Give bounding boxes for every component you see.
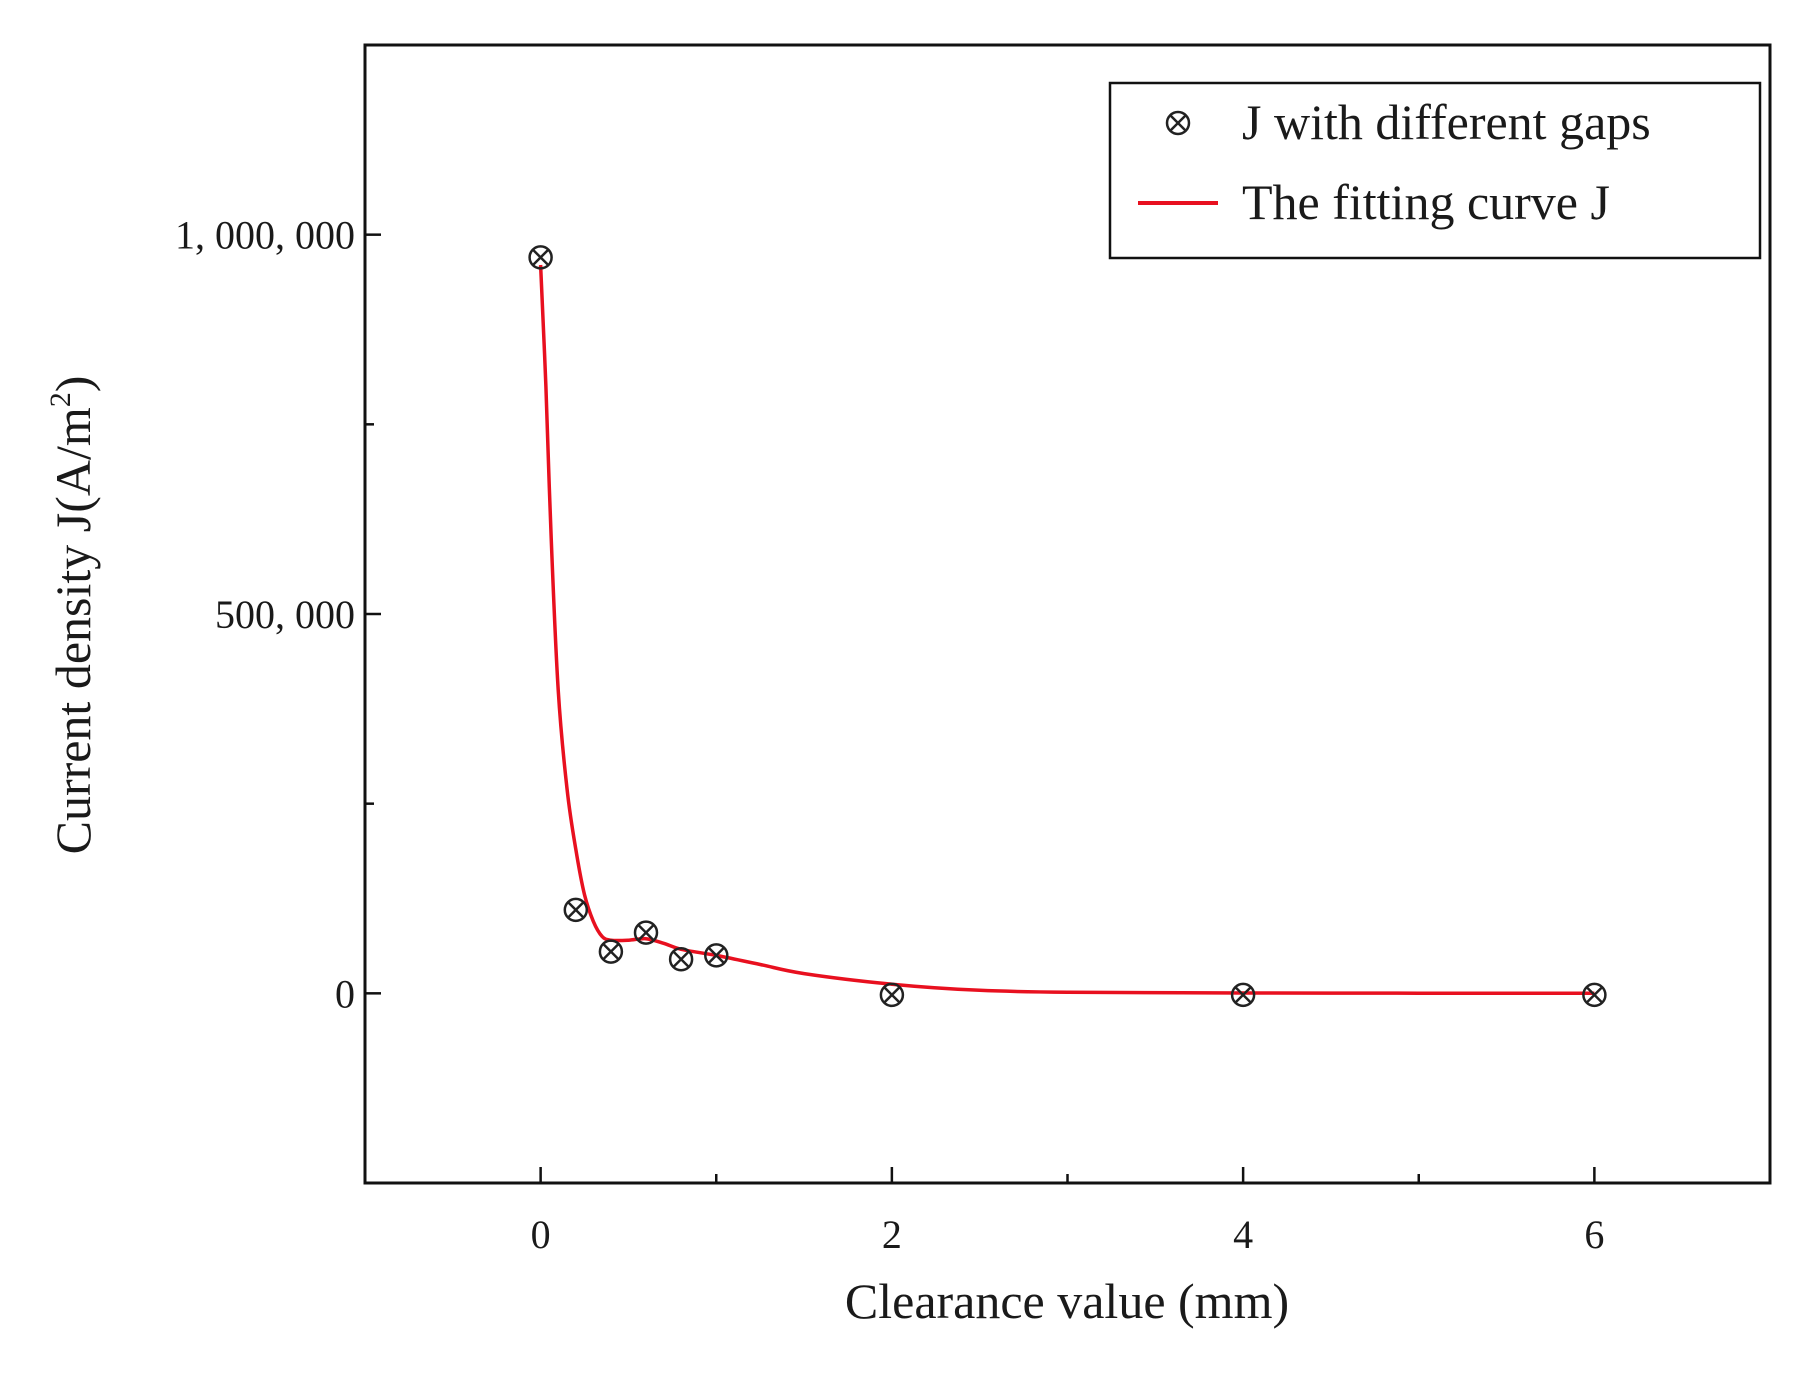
data-point-marker <box>879 982 905 1008</box>
data-point-marker <box>528 245 553 270</box>
legend: J with different gaps The fitting curve … <box>1108 81 1762 260</box>
data-point-marker <box>563 897 589 923</box>
y-axis-ticks <box>365 233 381 995</box>
x-axis-tick-labels: 0 2 4 6 <box>531 1212 1605 1257</box>
x-tick-label: 0 <box>531 1212 551 1257</box>
data-point-marker <box>704 943 729 968</box>
legend-label-curve: The fitting curve J <box>1242 174 1610 230</box>
x-tick-label: 4 <box>1233 1212 1253 1257</box>
x-tick-label: 6 <box>1584 1212 1604 1257</box>
y-tick-label: 500, 000 <box>215 592 355 637</box>
y-axis-label-superscript: 2 <box>44 392 77 407</box>
y-tick-label: 1, 000, 000 <box>175 213 355 258</box>
legend-marker-icon <box>1165 110 1191 136</box>
x-axis-label: Clearance value (mm) <box>845 1273 1289 1329</box>
data-point-marker <box>1582 982 1607 1008</box>
data-point-marker <box>1230 982 1256 1008</box>
y-axis-label-close: ) <box>45 376 101 393</box>
legend-box <box>1108 81 1762 260</box>
data-point-marker <box>598 939 624 964</box>
y-tick-label: 0 <box>335 971 355 1016</box>
fitting-curve-line <box>538 264 1595 996</box>
data-point-marker <box>633 920 659 945</box>
x-tick-label: 2 <box>882 1212 902 1257</box>
x-axis-ticks <box>539 1167 1596 1183</box>
y-axis-label-main: Current density J(A/m <box>45 407 101 854</box>
legend-label-points: J with different gaps <box>1242 94 1651 150</box>
y-axis-tick-labels: 0 500, 000 1, 000, 000 <box>175 213 355 1017</box>
data-point-markers <box>528 245 1607 1008</box>
y-axis-label: Current density J(A/m2) <box>44 376 101 855</box>
data-point-marker <box>668 946 694 972</box>
